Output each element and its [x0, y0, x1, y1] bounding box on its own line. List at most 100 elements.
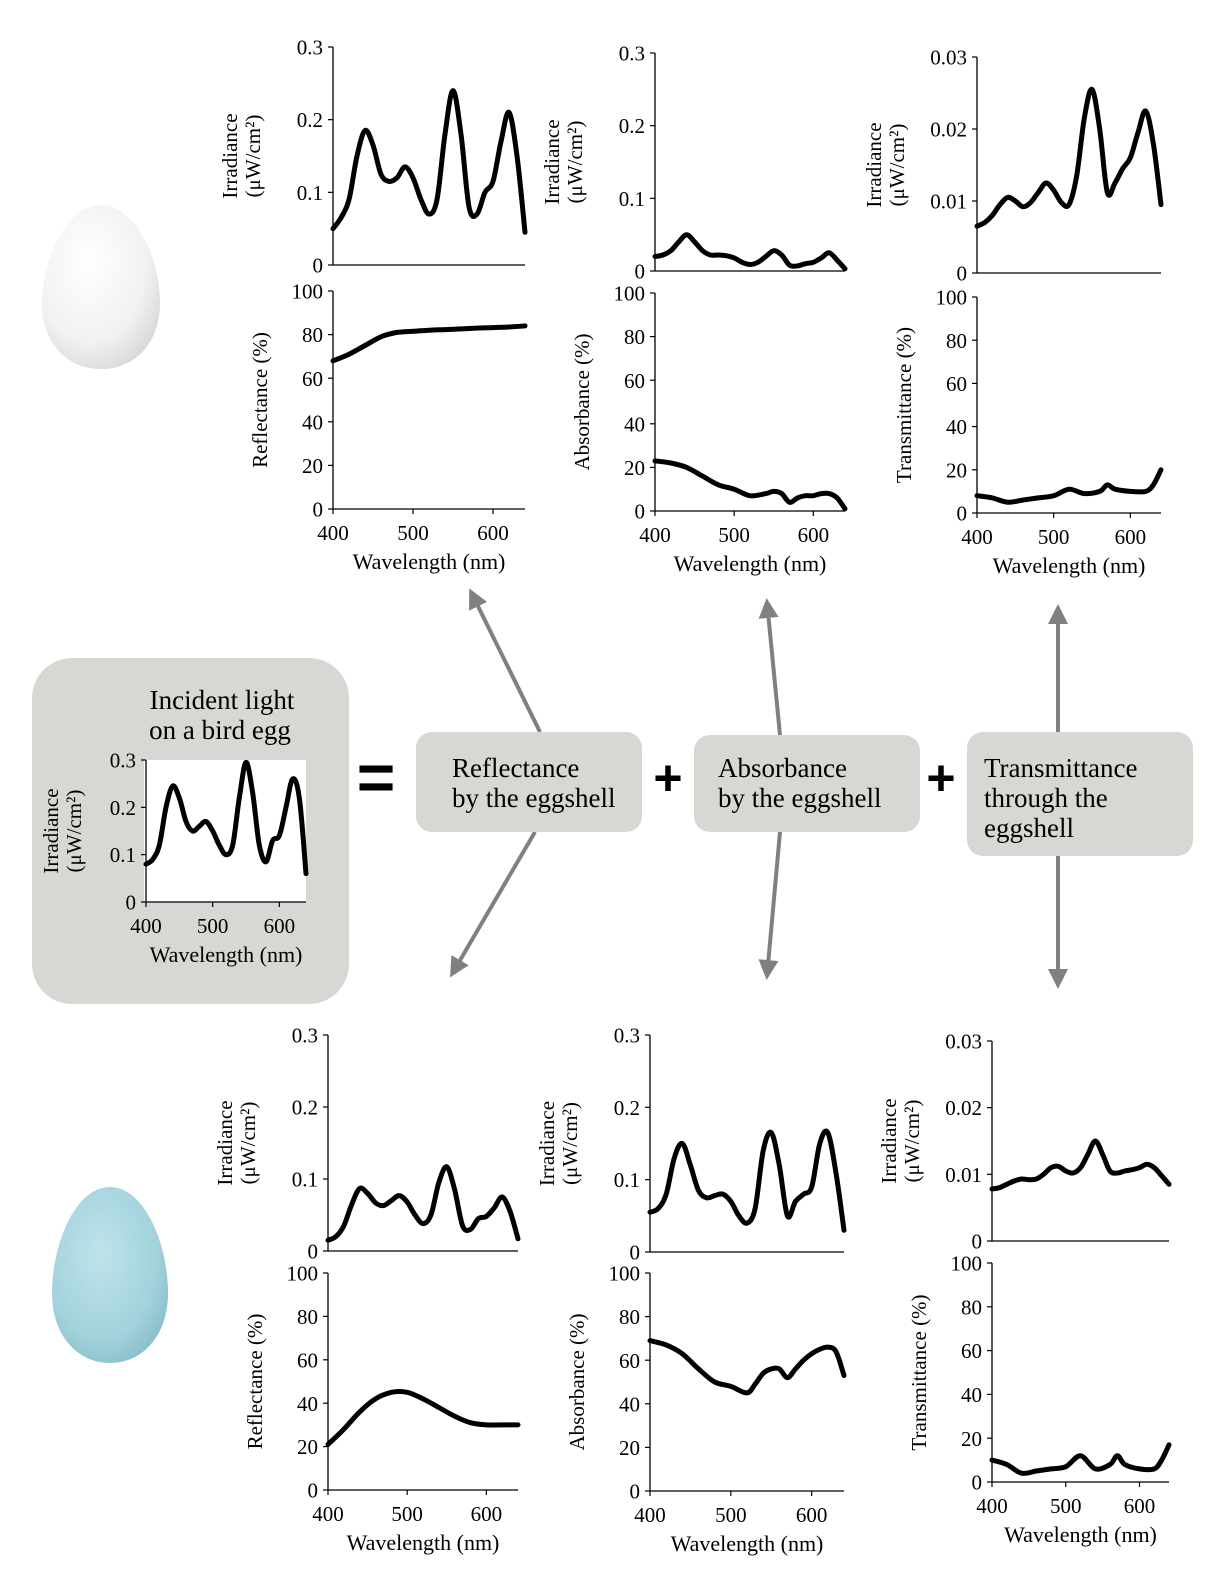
y-tick-label: 0.1 [110, 843, 136, 867]
y-tick-label: 80 [624, 325, 645, 349]
y-tick-label: 0.2 [297, 108, 323, 132]
y-tick-label: 0.2 [614, 1096, 640, 1120]
chart-blue-refl-irr: 0 0.1 0.2 0.3 Irradiance (μW/cm²) [213, 1024, 521, 1264]
x-tick-label: 500 [1050, 1494, 1082, 1518]
process-box-absorbance: Absorbance by the eggshell [694, 735, 920, 832]
x-tick-label: 400 [634, 1503, 666, 1527]
absorbance-box-line1: Absorbance [718, 753, 847, 783]
y-axis-label-line1: Irradiance [39, 788, 63, 873]
y-tick-label: 0.1 [619, 187, 645, 211]
y-tick-label: 0.3 [292, 1024, 318, 1048]
y-tick-label: 40 [624, 412, 645, 436]
x-tick-label: 400 [312, 1502, 344, 1526]
y-axis-label: Transmittance (%) [892, 327, 916, 483]
y-tick-label: 100 [614, 282, 646, 306]
plus-sign-1: + [653, 750, 682, 806]
incident-title-line2: on a bird egg [149, 715, 291, 745]
y-axis-label-line2: (μW/cm²) [900, 1100, 924, 1183]
y-tick-label: 0 [972, 1230, 983, 1254]
series-line [974, 86, 1164, 229]
y-axis-label-line1: Irradiance [877, 1098, 901, 1183]
y-tick-label: 0 [957, 262, 968, 286]
x-tick-label: 600 [1124, 1494, 1156, 1518]
x-tick-label: 500 [718, 523, 750, 547]
y-tick-label: 0 [630, 1480, 641, 1504]
y-tick-label: 40 [297, 1392, 318, 1416]
x-tick-label: 400 [130, 914, 162, 938]
y-tick-label: 0.3 [619, 42, 645, 66]
y-tick-label: 0 [313, 498, 324, 522]
y-tick-label: 60 [624, 369, 645, 393]
y-axis-label-line1: Irradiance [535, 1101, 559, 1186]
y-tick-label: 20 [297, 1435, 318, 1459]
x-tick-label: 400 [976, 1494, 1008, 1518]
y-axis-label-line1: Irradiance [540, 119, 564, 204]
x-tick-label: 400 [639, 523, 671, 547]
x-tick-label: 600 [796, 1503, 828, 1527]
y-tick-label: 0 [635, 260, 646, 284]
arrow-absorbance-down [758, 831, 782, 980]
x-tick-label: 400 [961, 525, 993, 549]
arrow-absorbance-up [758, 598, 782, 736]
y-axis-label-line2: (μW/cm²) [563, 121, 587, 204]
x-tick-label: 500 [397, 521, 429, 545]
series-line [330, 88, 528, 235]
y-tick-label: 0.02 [945, 1096, 982, 1120]
y-tick-label: 0.1 [614, 1168, 640, 1192]
y-tick-label: 80 [302, 323, 323, 347]
y-tick-label: 20 [946, 458, 967, 482]
x-tick-label: 500 [197, 914, 229, 938]
transmittance-box-line2: through the [984, 783, 1108, 813]
transmittance-box-line1: Transmittance [984, 753, 1137, 783]
y-tick-label: 40 [946, 415, 967, 439]
x-axis-label: Wavelength (nm) [671, 1531, 824, 1556]
reflectance-box-line1: Reflectance [452, 753, 579, 783]
chart-white-absorbance: 0 20 40 60 80 100 400 500 600 Wavelength (nm) Abso… [570, 282, 848, 576]
series-line [989, 1138, 1172, 1192]
y-tick-label: 0.3 [110, 749, 136, 773]
y-axis-label-line2: (μW/cm²) [236, 1102, 260, 1185]
series-line [325, 1164, 521, 1243]
x-tick-label: 500 [715, 1503, 747, 1527]
x-axis-label: Wavelength (nm) [150, 942, 303, 967]
y-tick-label: 0 [630, 1241, 641, 1265]
incident-title-line1: Incident light [150, 685, 295, 715]
y-tick-label: 0.1 [297, 181, 323, 205]
x-tick-label: 600 [264, 914, 296, 938]
y-tick-label: 0.02 [930, 118, 967, 142]
y-axis-label-line1: Irradiance [218, 113, 242, 198]
arrow-reflectance-up [469, 588, 542, 733]
y-tick-label: 0 [972, 1471, 983, 1495]
y-axis-label-line2: (μW/cm²) [62, 790, 86, 873]
series-line [325, 1389, 521, 1447]
chart-blue-reflectance: 0 20 40 60 80 100 400 500 600 Wavelength (nm) Refl… [243, 1262, 521, 1555]
chart-blue-trans-irr: 0 0.01 0.02 0.03 Irradiance (μW/cm²) [877, 1030, 1172, 1254]
y-tick-label: 40 [619, 1392, 640, 1416]
y-tick-label: 40 [302, 410, 323, 434]
chart-blue-absorbance: 0 20 40 60 80 100 400 500 600 Wavelength (nm) Abso… [565, 1262, 847, 1556]
y-tick-label: 0.03 [945, 1030, 982, 1054]
y-tick-label: 60 [302, 367, 323, 391]
y-tick-label: 20 [624, 456, 645, 480]
series-line [989, 1442, 1172, 1476]
y-tick-label: 100 [287, 1262, 319, 1286]
x-tick-label: 600 [471, 1502, 503, 1526]
y-tick-label: 80 [297, 1305, 318, 1329]
y-tick-label: 0 [313, 254, 324, 278]
white-egg-image [42, 205, 160, 369]
y-tick-label: 0 [957, 502, 968, 526]
y-tick-label: 0 [308, 1240, 319, 1264]
y-tick-label: 0.2 [619, 114, 645, 138]
series-line [647, 1338, 847, 1396]
chart-blue-transmittance: 0 20 40 60 80 100 400 500 600 Wavelength (nm) Tran… [907, 1252, 1172, 1547]
y-axis-label-line2: (μW/cm²) [558, 1102, 582, 1185]
chart-white-transmittance: 0 20 40 60 80 100 400 500 600 Wavelength (nm) Tran… [892, 286, 1164, 578]
y-axis-label-line2: (μW/cm²) [241, 115, 265, 198]
y-tick-label: 0.3 [297, 36, 323, 60]
y-tick-label: 20 [961, 1427, 982, 1451]
y-tick-label: 100 [609, 1262, 641, 1286]
y-tick-label: 100 [951, 1252, 983, 1276]
x-axis-label: Wavelength (nm) [674, 551, 827, 576]
